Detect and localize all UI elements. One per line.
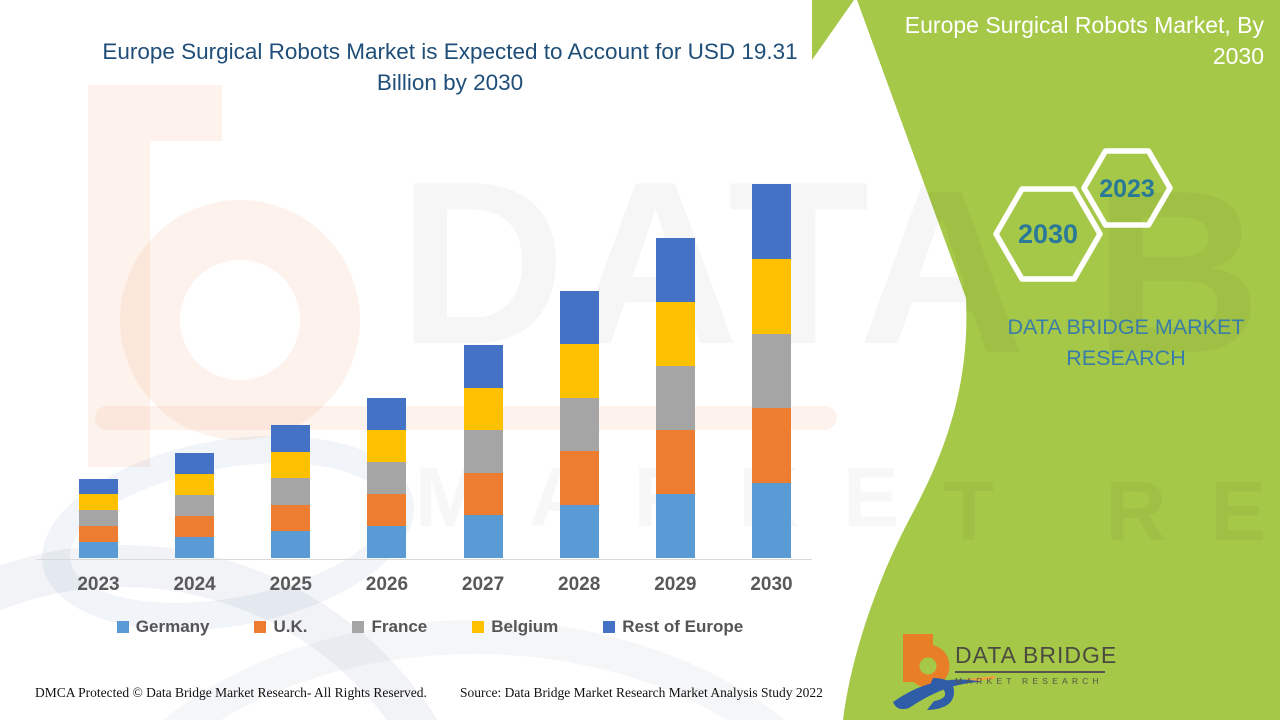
legend-swatch-france xyxy=(352,621,365,633)
bar-2025 xyxy=(271,425,311,558)
bar-segment-u-k-2026 xyxy=(367,494,407,526)
bar-segment-u-k-2023 xyxy=(79,526,118,543)
x-axis-label-2026: 2026 xyxy=(365,574,409,595)
bar-segment-germany-2030 xyxy=(751,483,791,558)
bar-segment-france-2028 xyxy=(559,397,599,451)
bar-segment-germany-2029 xyxy=(655,494,695,558)
bar-segment-u-k-2025 xyxy=(271,504,311,532)
legend-item-u-k: U.K. xyxy=(254,617,307,637)
hexagon-2030 xyxy=(993,186,1103,282)
bar-segment-germany-2026 xyxy=(367,526,407,558)
bar-2030 xyxy=(751,184,791,558)
bar-segment-france-2027 xyxy=(463,430,503,473)
dbmr-logo: DATA BRIDGE MARKET RESEARCH xyxy=(885,628,1135,716)
x-axis-label-2028: 2028 xyxy=(558,574,601,595)
bar-2023 xyxy=(79,478,118,558)
x-axis-label-2024: 2024 xyxy=(173,574,216,595)
x-axis-line xyxy=(36,559,812,560)
bar-segment-belgium-2026 xyxy=(367,430,407,462)
legend: Germany U.K. France Belgium Rest of Europe xyxy=(40,617,820,637)
bar-segment-u-k-2027 xyxy=(463,472,503,516)
bar-segment-u-k-2030 xyxy=(751,408,791,484)
legend-swatch-u-k xyxy=(254,621,267,633)
bar-segment-belgium-2024 xyxy=(175,473,215,495)
hexagon-2023 xyxy=(1081,148,1173,228)
bar-segment-rest-of-europe-2029 xyxy=(655,238,695,302)
bar-segment-belgium-2029 xyxy=(655,302,695,366)
legend-label-u-k: U.K. xyxy=(273,617,308,636)
bar-2027 xyxy=(463,345,503,558)
chart-title: Europe Surgical Robots Market is Expecte… xyxy=(102,39,798,95)
bar-2028 xyxy=(559,290,599,558)
legend-label-rest-of-europe: Rest of Europe xyxy=(622,617,744,636)
bar-segment-germany-2024 xyxy=(175,536,215,558)
hexagon-2023-label: 2023 xyxy=(1099,175,1155,203)
bar-segment-germany-2025 xyxy=(271,531,311,558)
bar-segment-belgium-2028 xyxy=(559,344,599,398)
green-panel xyxy=(843,0,1280,720)
bar-segment-germany-2027 xyxy=(463,515,503,558)
footer-source-text: Source: Data Bridge Market Research Mark… xyxy=(460,685,823,700)
bar-segment-u-k-2024 xyxy=(175,515,215,537)
hexagon-2030-label: 2030 xyxy=(1018,219,1078,249)
legend-item-germany: Germany xyxy=(116,617,210,637)
bar-2024 xyxy=(175,452,215,558)
legend-item-france: France xyxy=(352,617,427,637)
x-axis-label-2030: 2030 xyxy=(750,574,793,595)
bar-segment-belgium-2027 xyxy=(463,387,503,431)
x-axis-label-2025: 2025 xyxy=(269,574,312,595)
bar-segment-rest-of-europe-2024 xyxy=(175,452,215,474)
dbmr-logo-icon xyxy=(893,634,995,710)
bar-segment-france-2024 xyxy=(175,494,215,516)
bar-segment-france-2025 xyxy=(271,478,311,505)
bar-segment-rest-of-europe-2028 xyxy=(559,290,599,344)
bar-segment-france-2029 xyxy=(655,366,695,430)
bar-segment-rest-of-europe-2030 xyxy=(751,184,791,259)
bar-segment-u-k-2029 xyxy=(655,430,695,494)
green-sliver xyxy=(812,0,854,60)
plot-area: 2023 2024 2025 2026 2027 2028 2029 2030 xyxy=(36,184,812,595)
bar-segment-u-k-2028 xyxy=(559,451,599,505)
legend-swatch-belgium xyxy=(472,621,485,633)
x-axis-label-2027: 2027 xyxy=(461,574,505,595)
bar-segment-germany-2028 xyxy=(559,504,599,558)
side-panel-title: Europe Surgical Robots Market, By 2030 xyxy=(904,12,1264,69)
x-axis-label-2029: 2029 xyxy=(654,574,697,595)
bar-segment-france-2023 xyxy=(79,510,118,527)
bar-segment-rest-of-europe-2026 xyxy=(367,398,407,430)
legend-swatch-rest-of-europe xyxy=(603,621,616,633)
bar-segment-france-2026 xyxy=(367,462,407,494)
bar-segment-germany-2023 xyxy=(79,542,118,558)
legend-label-germany: Germany xyxy=(135,617,210,636)
legend-item-rest-of-europe: Rest of Europe xyxy=(603,617,743,637)
bar-segment-rest-of-europe-2023 xyxy=(79,478,118,495)
legend-label-belgium: Belgium xyxy=(491,617,559,636)
bar-segment-france-2030 xyxy=(751,333,791,409)
legend-item-belgium: Belgium xyxy=(472,617,558,637)
watermark-logo-arm xyxy=(150,85,222,141)
legend-label-france: France xyxy=(371,617,428,636)
footer-dmca-text: DMCA Protected © Data Bridge Market Rese… xyxy=(35,685,427,700)
bar-segment-belgium-2030 xyxy=(751,258,791,334)
bar-segment-belgium-2025 xyxy=(271,451,311,479)
bar-segment-belgium-2023 xyxy=(79,494,118,511)
dbmr-logo-subtitle: MARKET RESEARCH xyxy=(955,676,1103,686)
dbmr-logo-title: DATA BRIDGE xyxy=(955,642,1116,673)
x-axis-label-2023: 2023 xyxy=(77,574,120,595)
bar-2026 xyxy=(367,398,407,558)
bar-segment-rest-of-europe-2025 xyxy=(271,425,311,452)
bar-segment-rest-of-europe-2027 xyxy=(463,345,503,388)
svg-text:MARKET RESEARCH: MARKET RESEARCH xyxy=(415,464,1280,558)
bar-2029 xyxy=(655,238,695,558)
legend-swatch-germany xyxy=(116,621,129,633)
side-panel-brand: DATA BRIDGE MARKET RESEARCH xyxy=(1007,315,1245,370)
